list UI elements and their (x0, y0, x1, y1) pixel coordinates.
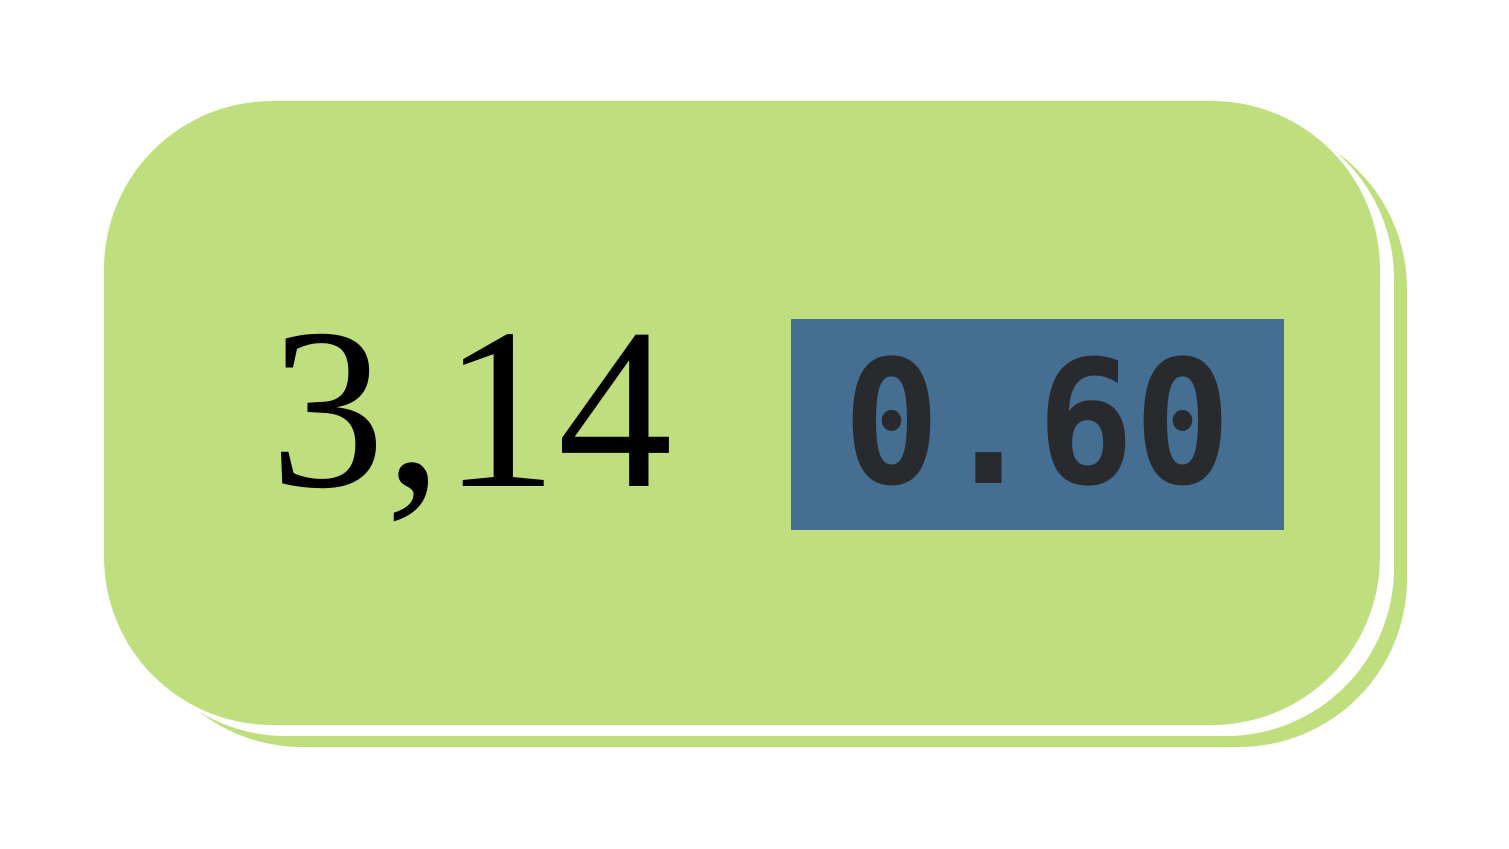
digital-display-box: 0.60 (791, 319, 1284, 530)
digital-display-value: 0.60 (843, 323, 1231, 524)
digital-display-svg: 0.60 (843, 323, 1231, 524)
comma-decimal-value: 3,14 (270, 281, 673, 536)
